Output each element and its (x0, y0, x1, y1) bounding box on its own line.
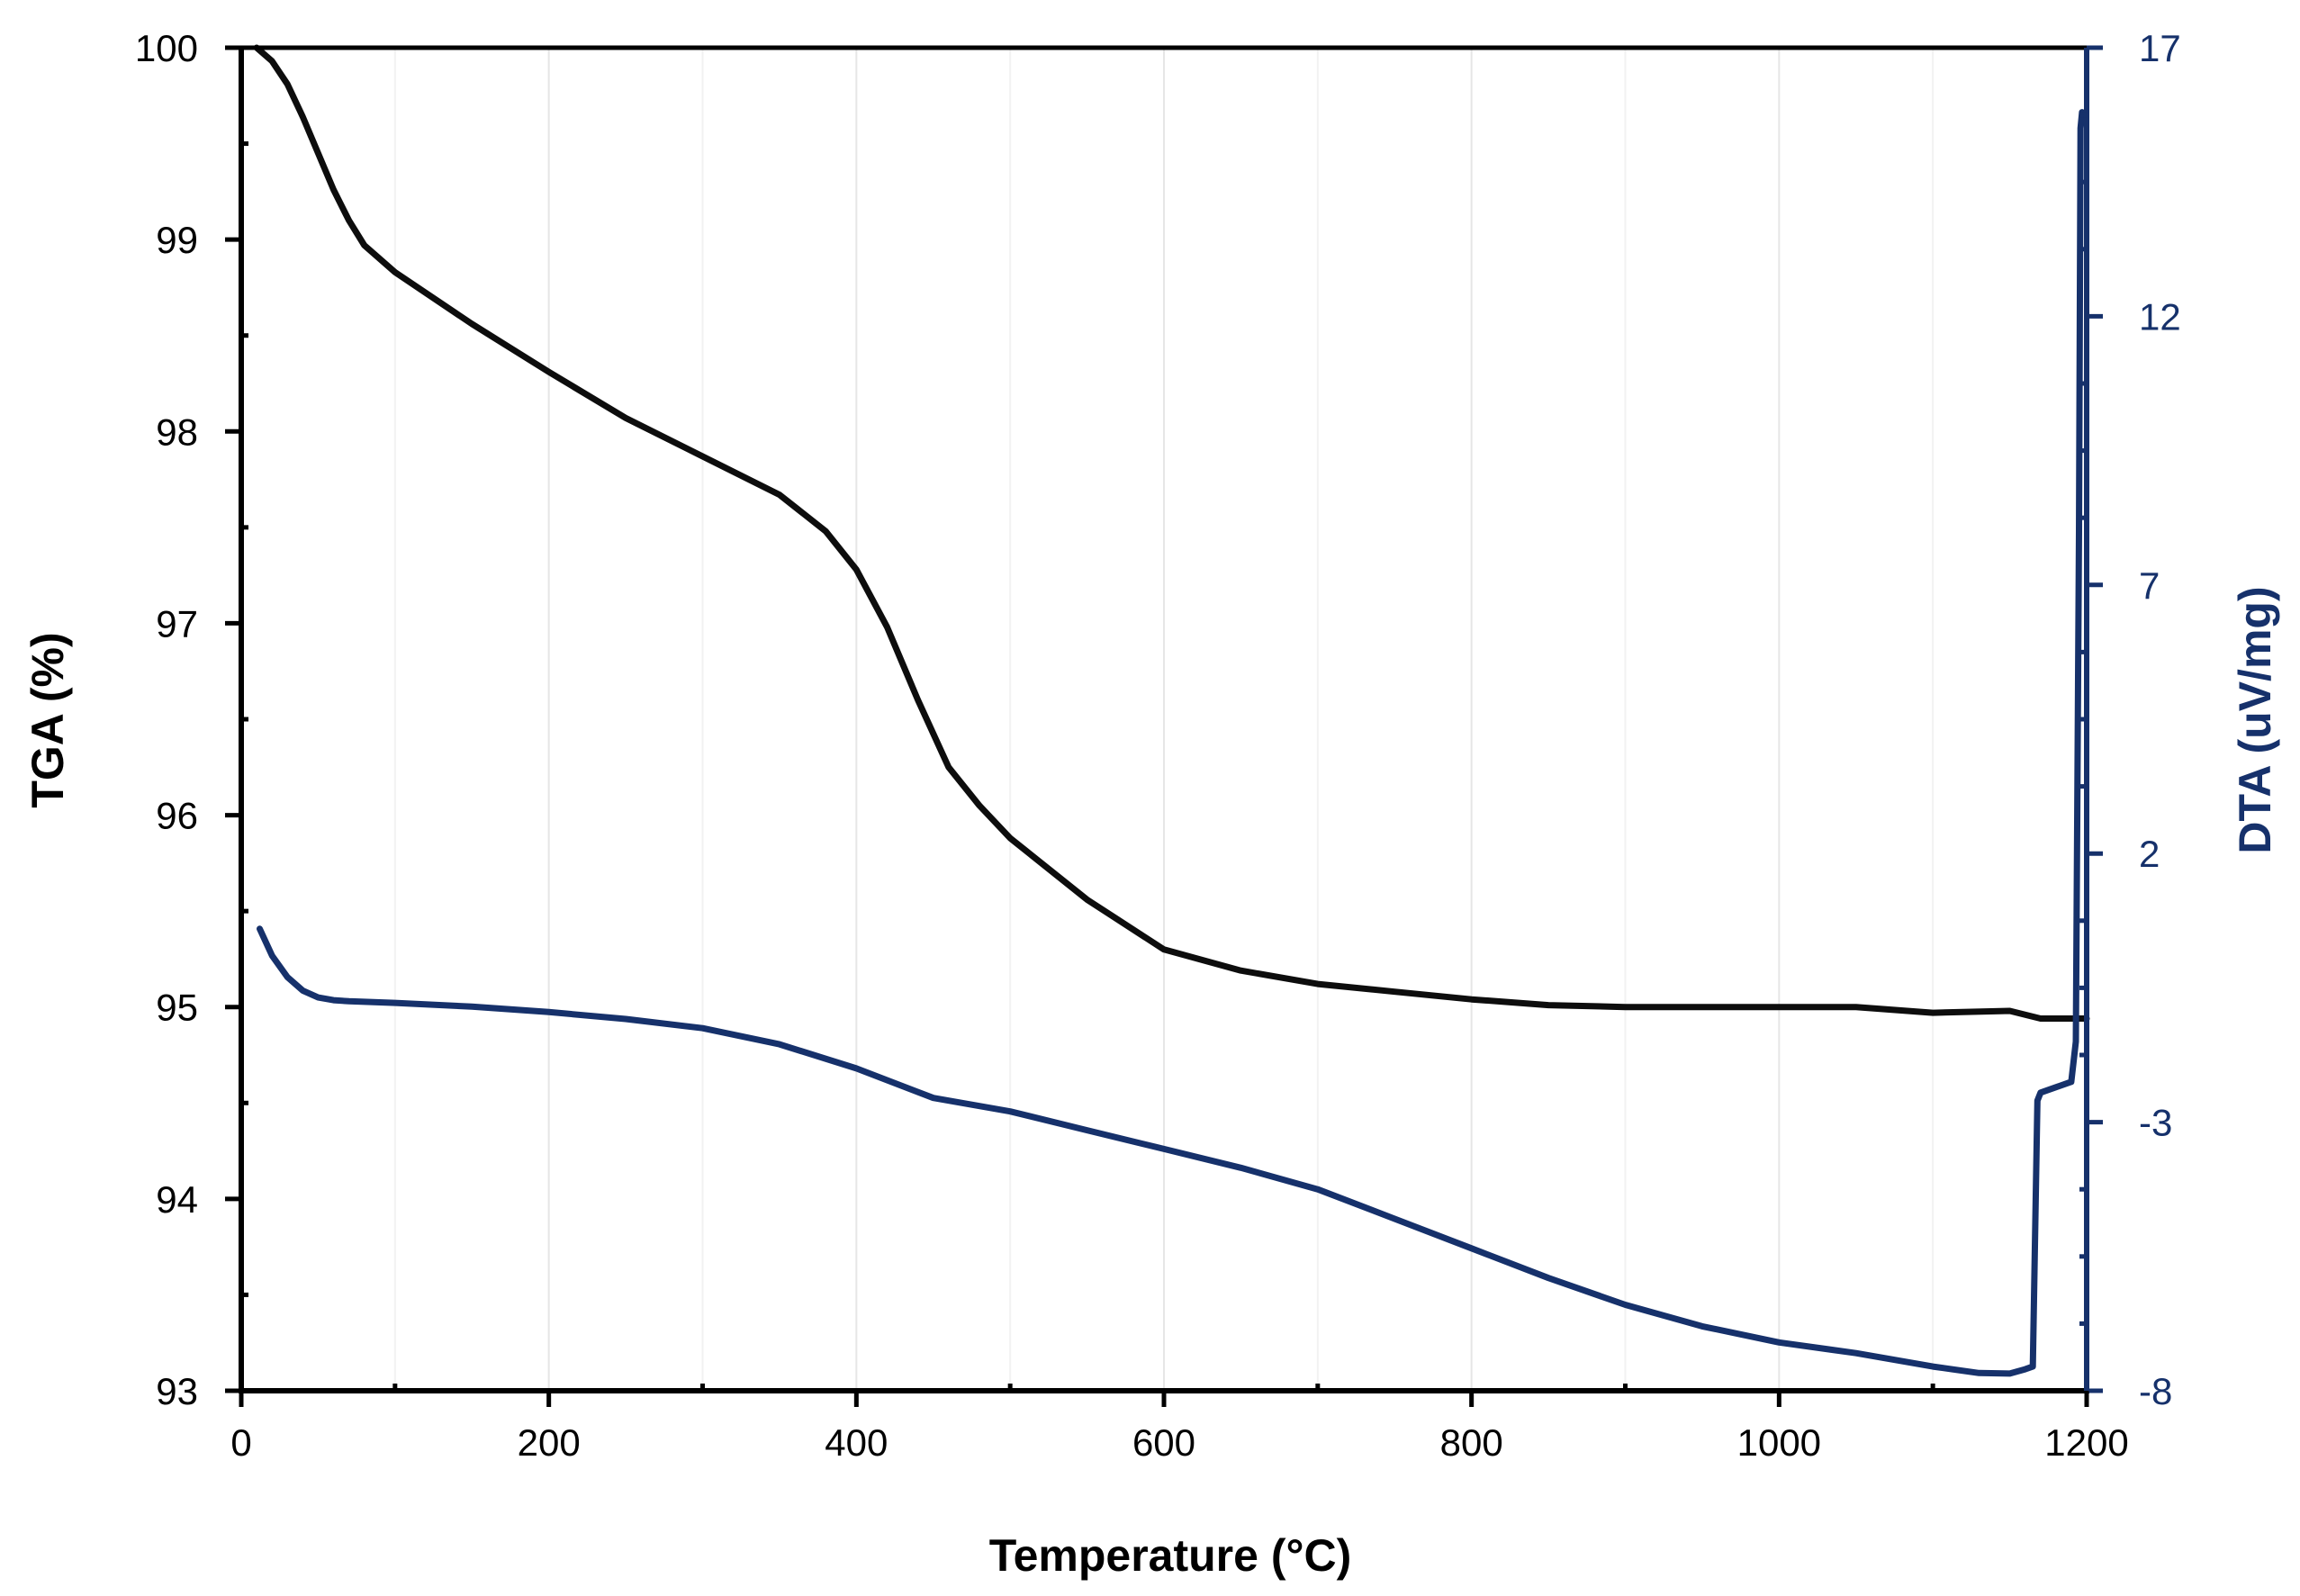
x-tick-label: 400 (825, 1421, 888, 1464)
y2-tick-label: -8 (2139, 1370, 2172, 1412)
y-tick-label: 93 (156, 1370, 198, 1412)
y-axis-title: TGA (%) (23, 632, 73, 807)
grid-lines (393, 48, 1935, 1391)
y-tick-label: 96 (156, 795, 198, 837)
x-tick-label: 1200 (2044, 1421, 2128, 1464)
x-tick-label: 800 (1440, 1421, 1503, 1464)
y-tick-label: 99 (156, 219, 198, 261)
x-tick-label: 200 (518, 1421, 581, 1464)
series-tga-line (253, 44, 2090, 1022)
y2-tick-label: 12 (2139, 295, 2181, 338)
y-tick-label: 95 (156, 987, 198, 1029)
tick-labels: 93 94 95 96 97 98 99 100 -8 -3 2 7 12 17 0 200 400 600 800… (135, 27, 2181, 1464)
y-tick-label: 100 (135, 27, 198, 69)
y2-tick-label: 7 (2139, 564, 2160, 607)
y-tick-label: 97 (156, 602, 198, 645)
x-axis-title: Temperature (°C) (989, 1530, 1351, 1581)
x-tick-label: 600 (1132, 1421, 1195, 1464)
y2-tick-label: 17 (2139, 27, 2181, 69)
y2-tick-label: 2 (2139, 833, 2160, 875)
y2-tick-label: -3 (2139, 1102, 2172, 1144)
axes (225, 45, 2103, 1407)
x-tick-label: 1000 (1737, 1421, 1821, 1464)
x-tick-label: 0 (230, 1421, 251, 1464)
series-lines (253, 44, 2090, 1377)
y-tick-label: 98 (156, 410, 198, 453)
series-dta-line (257, 109, 2086, 1377)
y2-axis-title: DTA (uV/mg) (2230, 586, 2280, 853)
y-tick-label: 94 (156, 1178, 198, 1221)
